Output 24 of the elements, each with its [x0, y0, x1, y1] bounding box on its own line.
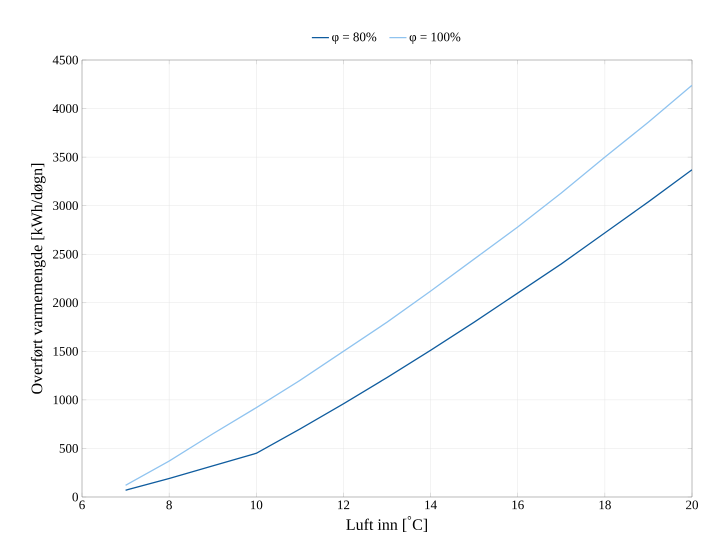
x-tick-label: 12: [338, 500, 350, 510]
y-axis-title: Overført varmemengde [kWh/døgn]: [30, 164, 46, 394]
x-tick-label: 16: [512, 500, 524, 510]
x-tick-label: 10: [250, 500, 262, 510]
y-tick-label: 0: [72, 492, 78, 502]
x-tick-label: 14: [425, 500, 437, 510]
line-series: [124, 84, 692, 486]
y-tick-label: 2000: [53, 298, 78, 308]
x-tick-label: 8: [166, 500, 172, 510]
y-tick-label: 4500: [52, 56, 78, 64]
legend-label: φ = 80%: [332, 32, 376, 44]
x-tick-label: 6: [79, 500, 85, 510]
y-tick-label: 4000: [52, 104, 78, 113]
y-tick-label: 2500: [53, 250, 78, 259]
x-axis-title: Luft inn [$^{°}$C]: [346, 516, 427, 532]
y-tick-label: 1000: [54, 396, 78, 404]
y-tick-label: 500: [60, 444, 78, 453]
x-tick-label: 18: [600, 500, 611, 510]
line-series: [124, 169, 692, 491]
y-tick-label: 3500: [53, 152, 78, 162]
legend-label: φ = 100%: [410, 32, 460, 44]
y-tick-label: 1500: [54, 346, 78, 356]
x-tick-label: 20: [686, 500, 698, 510]
y-tick-label: 3000: [53, 201, 78, 210]
